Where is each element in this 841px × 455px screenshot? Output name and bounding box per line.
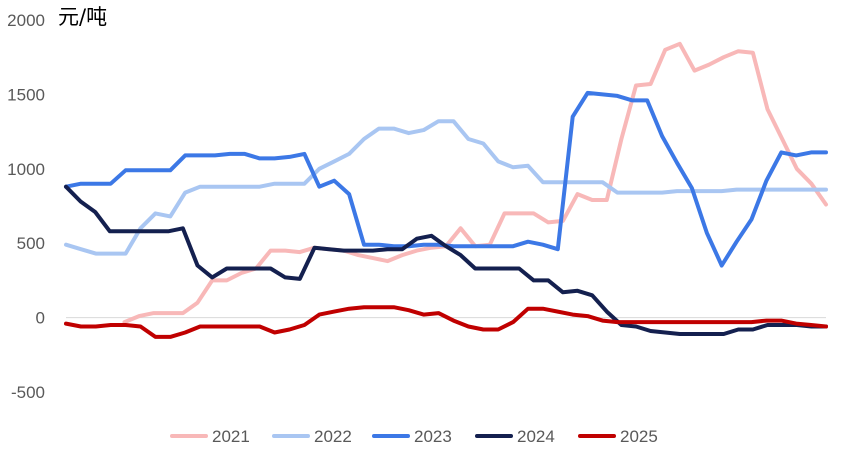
series-line-2025	[64, 305, 828, 339]
series-line-2022	[64, 119, 828, 256]
unit-label: 元/吨	[58, 5, 107, 29]
y-tick-label: 2000	[7, 11, 45, 30]
legend-label: 2021	[212, 427, 250, 446]
y-tick-label: 500	[17, 234, 45, 253]
series-lines	[64, 41, 828, 339]
legend-item-2022: 2022	[272, 427, 352, 446]
series-line-2021	[122, 41, 828, 325]
y-tick-label: 0	[36, 309, 45, 328]
y-axis-ticks: 2000 1500 1000 500 0 -500	[7, 11, 45, 402]
legend-label: 2023	[414, 427, 452, 446]
y-tick-label: -500	[11, 383, 45, 402]
legend: 2021 2022 2023 2024 2025	[170, 427, 658, 446]
legend-label: 2022	[314, 427, 352, 446]
legend-label: 2025	[620, 427, 658, 446]
series-line-2024	[64, 184, 828, 336]
legend-item-2023: 2023	[372, 427, 452, 446]
legend-item-2025: 2025	[578, 427, 658, 446]
y-tick-label: 1500	[7, 85, 45, 104]
legend-item-2021: 2021	[170, 427, 250, 446]
y-tick-label: 1000	[7, 160, 45, 179]
legend-label: 2024	[517, 427, 555, 446]
legend-item-2024: 2024	[475, 427, 555, 446]
series-line-2023	[64, 90, 828, 268]
